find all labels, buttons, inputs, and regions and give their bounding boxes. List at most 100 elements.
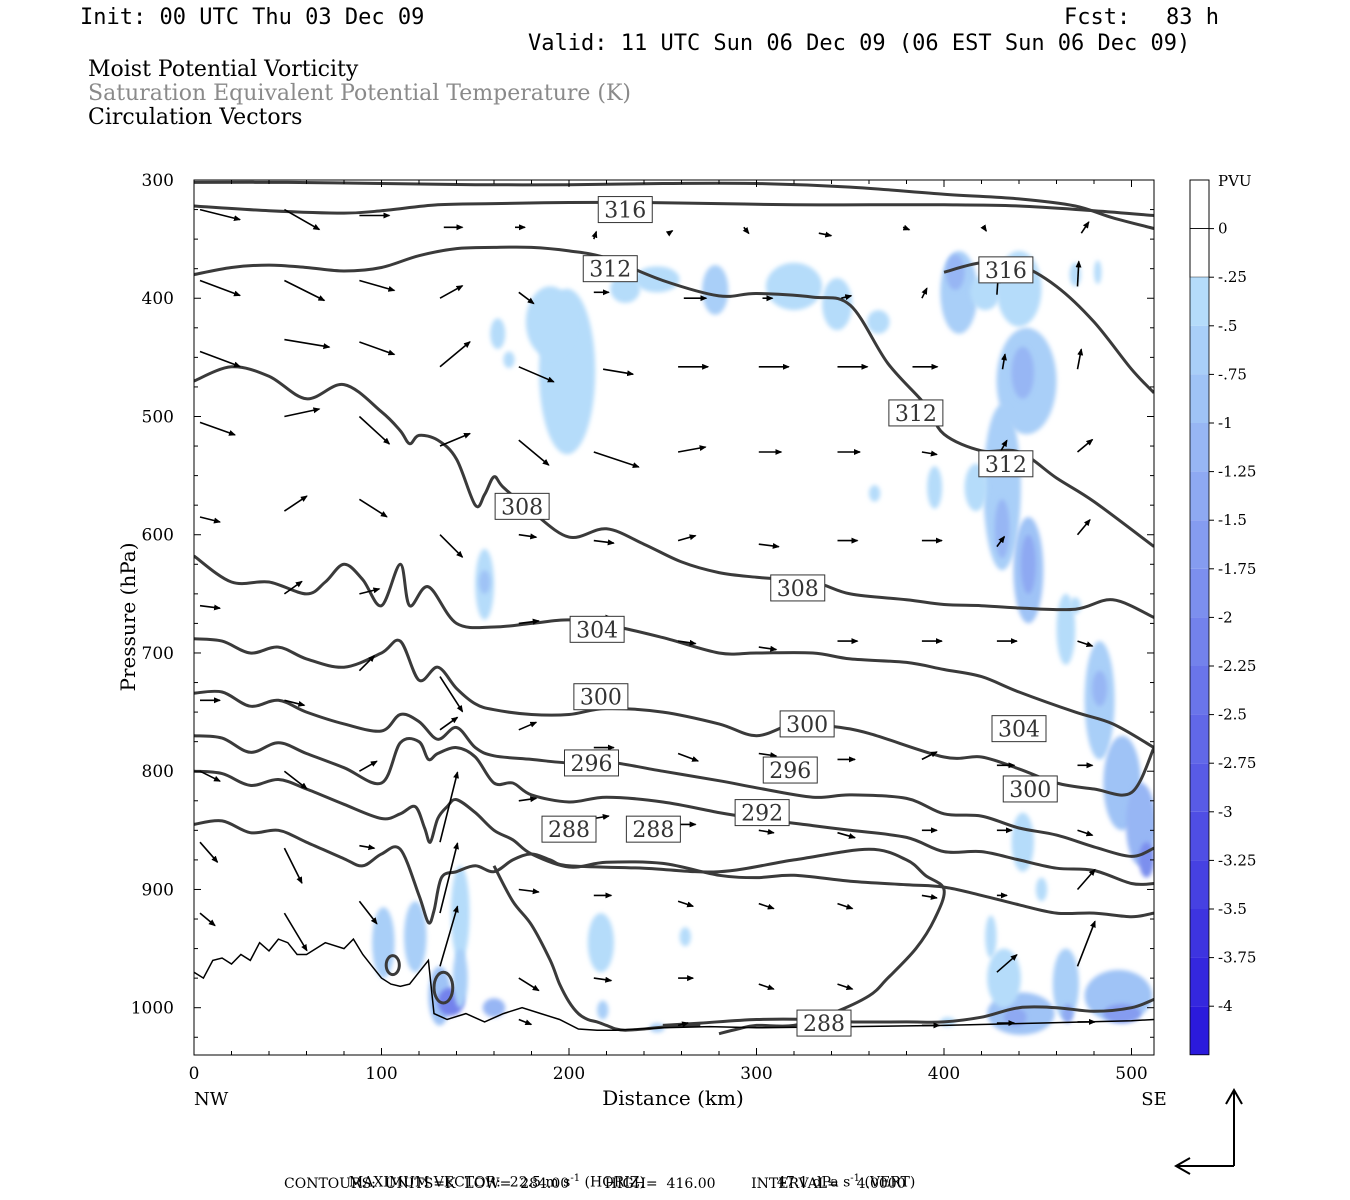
circulation-vector — [518, 618, 540, 625]
plot-frame — [193, 179, 1155, 1056]
contour-label-text: 312 — [895, 402, 937, 427]
footer-vert-vector: 47.1 dPa s-1 (VERT) — [768, 1157, 915, 1191]
pv-shade-blob — [869, 485, 881, 502]
circulation-vector — [518, 888, 540, 895]
circulation-vector — [1080, 221, 1090, 234]
contour-label: 304 — [991, 715, 1047, 743]
circulation-vector — [921, 751, 938, 761]
circulation-vector — [758, 752, 778, 759]
circulation-vector — [359, 587, 381, 595]
y-axis-label: Pressure (hPa) — [116, 543, 140, 692]
circulation-vector — [283, 770, 308, 790]
contour-label: 288 — [625, 815, 681, 843]
colorbar-swatch — [1190, 811, 1209, 861]
contour-label: 300 — [1002, 775, 1058, 803]
pv-shade-blob — [1069, 597, 1081, 614]
circulation-vector — [837, 983, 854, 991]
max-vector-label: MAXIMUM VECTOR: — [348, 1174, 501, 1191]
contour-label: 300 — [573, 683, 629, 711]
x-tick-label: 300 — [740, 1064, 772, 1084]
pv-shade-blob — [927, 466, 943, 509]
reference-vector-icon — [1173, 1087, 1243, 1175]
horiz-value: 22.5 m s — [509, 1174, 571, 1191]
circulation-vector — [591, 230, 598, 240]
y-tick-label: 400 — [142, 289, 174, 309]
valid-time: Valid: 11 UTC Sun 06 Dec 09 (06 EST Sun … — [528, 31, 1191, 56]
pv-shade-blob — [987, 948, 1021, 1008]
colorbar-label: -.75 — [1218, 365, 1247, 383]
pv-shade-blob — [1092, 670, 1108, 707]
circulation-vector — [518, 796, 538, 803]
circulation-vector — [358, 415, 391, 445]
pv-shade-blob — [985, 915, 997, 959]
circulation-vector — [758, 828, 775, 835]
circulation-vector — [439, 432, 471, 447]
circulation-vector — [841, 294, 853, 301]
x-axis-label: Distance (km) — [602, 1086, 744, 1110]
circulation-vector — [518, 439, 550, 466]
theta-es-contour-304 — [194, 554, 1154, 749]
contour-label: 300 — [779, 710, 835, 738]
contour-label-text: 292 — [741, 802, 783, 827]
circulation-vector — [518, 533, 538, 540]
circulation-vector — [1001, 353, 1007, 370]
circulation-vector — [837, 831, 856, 839]
circulation-vector — [1077, 640, 1094, 648]
contour-label-text: 296 — [571, 752, 613, 777]
circulation-vector — [677, 445, 707, 453]
x-tick-label: 0 — [189, 1064, 200, 1084]
circulation-vector — [518, 977, 540, 992]
colorbar-swatch — [1190, 617, 1209, 666]
colorbar-label: -3.75 — [1218, 949, 1256, 967]
x-tick-label: 500 — [1115, 1064, 1147, 1084]
circulation-vector — [439, 534, 464, 558]
circulation-vector — [358, 654, 376, 672]
pv-shade-blob — [1056, 593, 1076, 665]
circulation-vector — [593, 539, 615, 546]
circulation-vector — [359, 760, 378, 772]
theta-es-contour-288 — [194, 819, 946, 1036]
contour-label: 312 — [978, 450, 1034, 478]
contour-label: 288 — [541, 815, 597, 843]
colorbar-label: -1 — [1218, 414, 1233, 432]
y-tick-label: 500 — [142, 407, 174, 427]
theta-es-contour-300 — [194, 637, 1154, 797]
colorbar-unit: PVU — [1218, 172, 1252, 190]
circulation-vector — [1076, 438, 1094, 453]
field-title-mpv: Moist Potential Vorticity — [88, 57, 359, 82]
pv-shade-blob — [679, 927, 691, 947]
circulation-vector — [359, 844, 376, 851]
colorbar-swatch — [1189, 179, 1210, 229]
circulation-vector — [677, 1021, 690, 1028]
circulation-vector — [283, 580, 303, 595]
circulation-vector — [358, 900, 378, 925]
circulation-vector — [665, 230, 674, 237]
x-tick-label: 100 — [365, 1064, 397, 1084]
y-tick-label: 900 — [142, 880, 174, 900]
pv-shade-blob — [945, 254, 965, 290]
colorbar-swatch — [1190, 860, 1209, 909]
x-end-left-label: NW — [194, 1089, 229, 1110]
circulation-vector — [199, 279, 241, 297]
circulation-vector — [742, 226, 750, 235]
colorbar-swatch — [1190, 277, 1209, 326]
terrain-line — [194, 937, 1154, 1031]
circulation-vector — [518, 1018, 533, 1026]
pv-shade-blob — [822, 278, 853, 331]
pv-shade-blob — [867, 310, 890, 334]
circulation-vector — [284, 208, 321, 231]
contour-label: 308 — [494, 492, 550, 520]
circulation-vector — [518, 721, 538, 731]
circulation-vector — [921, 287, 928, 299]
contour-label: 292 — [734, 799, 790, 827]
field-title-vectors: Circulation Vectors — [88, 105, 303, 130]
contour-label-text: 300 — [1009, 778, 1051, 803]
circulation-vector — [758, 542, 780, 549]
horiz-tag: (HORIZ) — [584, 1174, 645, 1191]
circulation-vector — [677, 752, 700, 762]
circulation-vector — [758, 645, 778, 652]
circulation-vector — [358, 498, 388, 518]
circulation-vector — [284, 338, 331, 350]
contour-label: 316 — [597, 196, 653, 224]
